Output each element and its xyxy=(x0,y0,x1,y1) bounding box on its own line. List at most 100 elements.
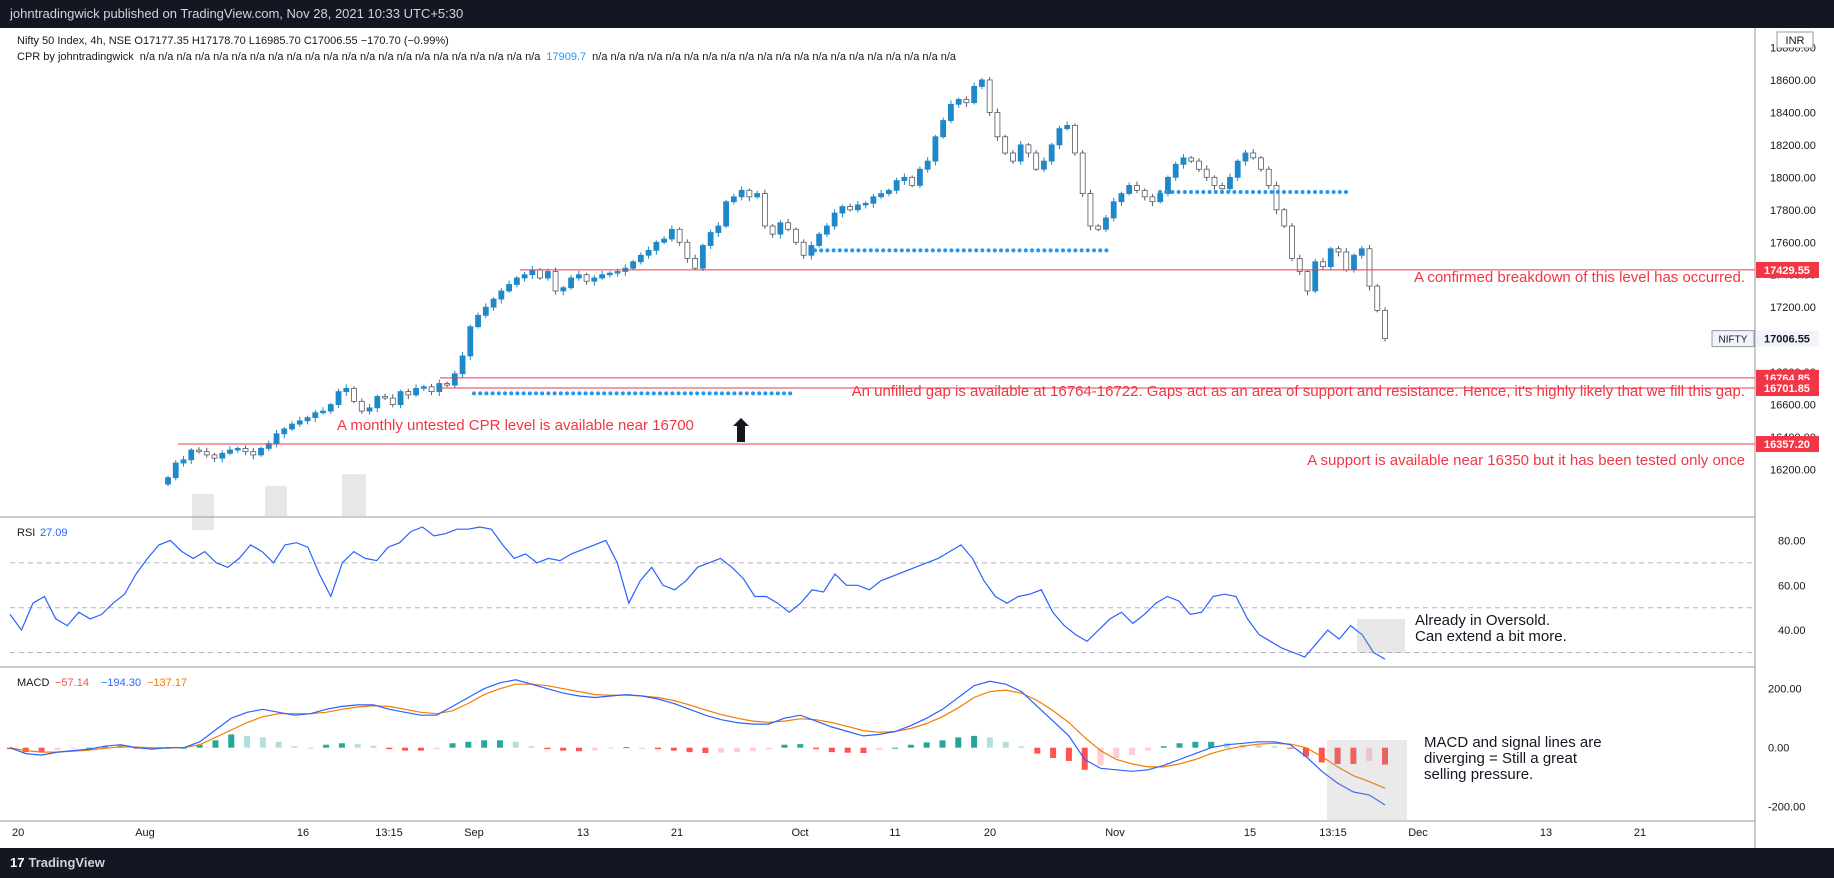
macd-histogram-bar xyxy=(1208,741,1215,748)
candle-body xyxy=(351,387,357,402)
macd-histogram-bar xyxy=(1034,747,1041,754)
cpr-dot xyxy=(757,391,762,396)
macd-histogram-bar xyxy=(323,744,330,748)
cpr-dot xyxy=(527,391,532,396)
cpr-dot xyxy=(949,248,954,253)
candle-body xyxy=(986,79,993,113)
price-tick: 17200.00 xyxy=(1770,302,1816,314)
macd-histogram-bar xyxy=(734,747,741,753)
publisher-text: johntradingwick published on TradingView… xyxy=(10,6,464,21)
chart-area[interactable]: 16200.0016400.0016600.0016800.0017000.00… xyxy=(0,28,1834,848)
cpr-dot xyxy=(701,391,706,396)
price-tick: 18400.00 xyxy=(1770,107,1816,119)
candle-body xyxy=(893,180,900,191)
cpr-dot xyxy=(1325,189,1330,194)
cpr-legend: CPR by johntradingwick n/a n/a n/a n/a n/… xyxy=(17,51,957,63)
cpr-dot xyxy=(1182,189,1187,194)
cpr-dot xyxy=(571,391,576,396)
time-tick: 13:15 xyxy=(1319,827,1347,839)
macd-histogram-bar xyxy=(1144,747,1151,751)
candle-body xyxy=(552,271,559,292)
macd-pane: MACD −57.14 −194.30 −137.17 200.00 0.00 -200.0… xyxy=(7,677,1805,820)
candle-body xyxy=(1134,185,1140,191)
candle-body xyxy=(994,112,1001,138)
macd-histogram-bar xyxy=(686,747,693,753)
cpr-dot xyxy=(744,391,749,396)
macd-histogram-bar xyxy=(196,744,203,748)
rsi-tick: 80.00 xyxy=(1778,535,1806,547)
highlight-box xyxy=(342,474,366,516)
candle-body xyxy=(1273,185,1280,211)
gap-note: An unfilled gap is available at 16764-16… xyxy=(852,383,1745,400)
cpr-legend-na-1: n/a n/a n/a n/a n/a n/a n/a n/a n/a n/a … xyxy=(140,51,541,63)
cpr-dot xyxy=(1085,248,1090,253)
cpr-dot xyxy=(943,248,948,253)
cpr-dot xyxy=(472,391,476,396)
macd-histogram-bar xyxy=(813,747,820,750)
cpr-dot xyxy=(1073,248,1078,253)
cpr-dot xyxy=(999,248,1003,253)
candle-body xyxy=(219,452,226,459)
candle-body xyxy=(699,245,706,269)
tradingview-logo[interactable]: 17 TradingView xyxy=(10,848,105,878)
cpr-dot xyxy=(707,391,712,396)
candle-body xyxy=(1157,193,1164,203)
macd-histogram-bar xyxy=(370,745,377,748)
currency-badge[interactable] xyxy=(1776,31,1814,49)
cpr-dot xyxy=(862,248,867,253)
macd-histogram-bar xyxy=(1018,746,1025,748)
signal-line xyxy=(9,683,1386,789)
cpr-dot xyxy=(627,391,631,396)
cpr-dot xyxy=(906,248,910,253)
cpr-dot xyxy=(899,248,904,253)
macd-histogram-bar xyxy=(607,747,614,749)
candle-body xyxy=(211,454,218,459)
macd-histogram-bar xyxy=(307,747,314,749)
cpr-dot xyxy=(552,391,557,396)
candle-body xyxy=(459,355,466,375)
candle-body xyxy=(854,204,861,211)
candle-body xyxy=(1072,124,1078,154)
candle-body xyxy=(1110,201,1117,219)
breakdown-note: A confirmed breakdown of this level has … xyxy=(1414,269,1745,286)
candle-body xyxy=(1165,176,1171,194)
candle-body xyxy=(1087,193,1094,227)
macd-histogram-bar xyxy=(417,747,424,751)
cpr-note: A monthly untested CPR level is availabl… xyxy=(337,417,694,434)
candle-body xyxy=(227,449,233,454)
candle-body xyxy=(389,397,396,405)
candle-body xyxy=(661,238,668,243)
cpr-dot xyxy=(887,248,892,253)
candle-body xyxy=(1048,144,1055,162)
footer-bar: 17 TradingView xyxy=(0,848,1834,878)
cpr-dot xyxy=(503,391,507,396)
candle-body xyxy=(1203,168,1210,178)
candle-body xyxy=(413,387,419,396)
cpr-dot xyxy=(856,248,861,253)
macd-line xyxy=(9,679,1386,806)
cpr-dot xyxy=(1263,189,1268,194)
time-tick: 15 xyxy=(1244,827,1256,839)
time-axis[interactable]: 20 Aug 16 13:15 Sep 13 21 Oct 11 20 Nov 15 13:15 Dec 1… xyxy=(12,827,1646,839)
footer-brand: TradingView xyxy=(28,855,105,870)
candle-body xyxy=(327,404,334,412)
macd-tick: -200.00 xyxy=(1768,802,1805,814)
macd-histogram-bar xyxy=(639,747,646,749)
cpr-dot xyxy=(1098,248,1103,253)
cpr-dot xyxy=(689,391,693,396)
macd-histogram-bar xyxy=(512,741,519,748)
time-tick: 13:15 xyxy=(375,827,403,839)
price-tick: 16600.00 xyxy=(1770,400,1816,412)
cpr-dot xyxy=(1092,248,1096,253)
cpr-dot xyxy=(633,391,638,396)
cpr-legend-value: 17909.7 xyxy=(546,51,586,63)
time-tick: 20 xyxy=(12,827,24,839)
candle-body xyxy=(870,196,877,204)
cpr-dot xyxy=(881,248,886,253)
candle-body xyxy=(1095,225,1102,230)
candle-body xyxy=(800,241,807,256)
macd-note: selling pressure. xyxy=(1424,766,1533,783)
cpr-dot xyxy=(521,391,526,396)
macd-histogram-bar xyxy=(22,747,29,753)
